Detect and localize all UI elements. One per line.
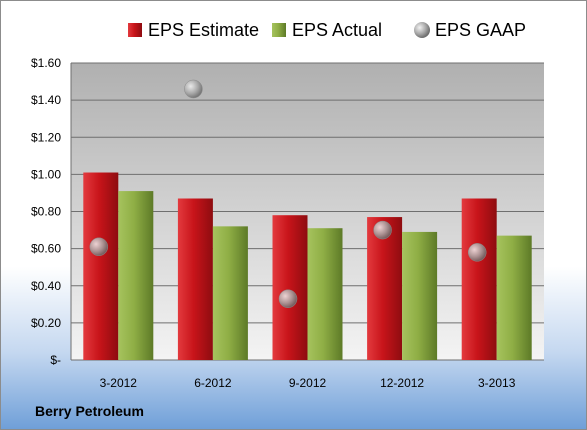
bar-eps-actual — [307, 228, 343, 360]
bar-eps-estimate — [83, 172, 119, 360]
bar-eps-estimate — [177, 198, 213, 360]
bar-eps-estimate — [272, 215, 308, 360]
bar-eps-actual — [212, 226, 248, 360]
x-tick-label: 3-2012 — [100, 376, 138, 390]
legend-swatch — [414, 22, 430, 38]
y-tick-label: $0.60 — [31, 242, 61, 256]
x-tick-label: 9-2012 — [289, 376, 327, 390]
marker-eps-gaap — [184, 79, 203, 99]
legend-label: EPS GAAP — [435, 20, 526, 40]
y-tick-label: $0.80 — [31, 205, 61, 219]
marker-eps-gaap — [89, 237, 109, 257]
x-tick-label: 12-2012 — [380, 376, 424, 390]
legend: EPS Estimate EPS Actual EPS GAAP — [128, 20, 526, 40]
bar-eps-actual — [402, 231, 438, 360]
y-tick-label: $- — [50, 353, 61, 367]
legend-swatch — [272, 23, 286, 37]
x-tick-label: 6-2012 — [194, 376, 232, 390]
marker-eps-gaap — [467, 243, 487, 262]
y-tick-label: $0.20 — [31, 316, 61, 330]
bar-eps-estimate — [461, 198, 497, 360]
legend-swatch — [128, 23, 142, 37]
company-name: Berry Petroleum — [35, 403, 144, 419]
y-tick-label: $1.20 — [31, 130, 61, 144]
y-tick-label: $1.00 — [31, 167, 61, 181]
y-tick-label: $1.40 — [31, 93, 61, 107]
x-tick-label: 3-2013 — [478, 376, 516, 390]
marker-eps-gaap — [278, 289, 298, 308]
marker-eps-gaap — [373, 220, 392, 240]
y-tick-label: $0.40 — [31, 279, 61, 293]
bar-eps-estimate — [367, 217, 403, 360]
bar-eps-actual — [118, 191, 154, 360]
bar-eps-actual — [496, 235, 532, 360]
legend-label: EPS Actual — [292, 20, 382, 40]
legend-label: EPS Estimate — [148, 20, 259, 40]
y-tick-label: $1.60 — [31, 56, 61, 70]
